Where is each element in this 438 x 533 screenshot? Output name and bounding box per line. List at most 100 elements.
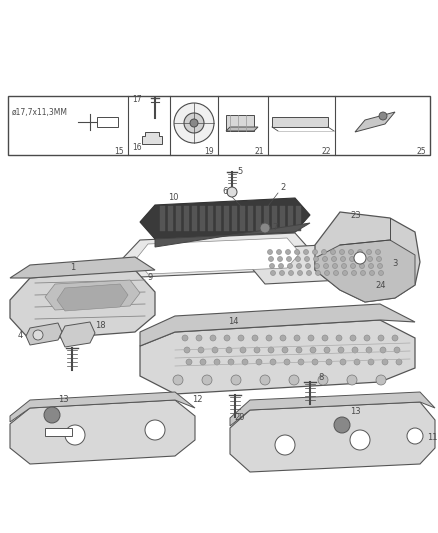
- Circle shape: [336, 335, 342, 341]
- Circle shape: [407, 428, 423, 444]
- Polygon shape: [168, 206, 173, 231]
- Circle shape: [350, 335, 356, 341]
- Text: 13: 13: [350, 408, 360, 416]
- Polygon shape: [264, 206, 269, 231]
- Text: 24: 24: [375, 280, 385, 289]
- Text: 6: 6: [222, 188, 227, 197]
- Text: 3: 3: [392, 260, 397, 269]
- Circle shape: [378, 263, 382, 269]
- Polygon shape: [142, 132, 162, 144]
- Polygon shape: [97, 117, 118, 127]
- Text: 19: 19: [205, 148, 214, 157]
- Polygon shape: [355, 112, 395, 132]
- Text: 22: 22: [321, 148, 331, 157]
- Circle shape: [297, 263, 301, 269]
- Circle shape: [360, 271, 365, 276]
- Text: 14: 14: [228, 318, 239, 327]
- Circle shape: [333, 271, 339, 276]
- Circle shape: [377, 256, 381, 262]
- Circle shape: [287, 263, 293, 269]
- Circle shape: [324, 263, 328, 269]
- Circle shape: [275, 435, 295, 455]
- Polygon shape: [136, 238, 300, 274]
- Polygon shape: [8, 96, 430, 155]
- Polygon shape: [240, 206, 245, 231]
- Circle shape: [350, 256, 354, 262]
- Polygon shape: [192, 206, 197, 231]
- Polygon shape: [10, 257, 155, 278]
- Polygon shape: [315, 240, 415, 302]
- Circle shape: [260, 223, 270, 233]
- Text: 23: 23: [350, 211, 360, 220]
- Text: 4: 4: [18, 330, 23, 340]
- Polygon shape: [230, 392, 435, 426]
- Circle shape: [370, 271, 374, 276]
- Circle shape: [366, 347, 372, 353]
- Text: 16: 16: [132, 143, 141, 152]
- Circle shape: [378, 271, 384, 276]
- Circle shape: [228, 359, 234, 365]
- Circle shape: [33, 330, 43, 340]
- Circle shape: [268, 249, 272, 254]
- Polygon shape: [60, 322, 95, 347]
- Circle shape: [65, 425, 85, 445]
- Circle shape: [286, 249, 290, 254]
- Polygon shape: [123, 233, 312, 277]
- Circle shape: [186, 359, 192, 365]
- Circle shape: [378, 335, 384, 341]
- Polygon shape: [224, 206, 229, 231]
- Text: 8: 8: [318, 374, 323, 383]
- Circle shape: [342, 263, 346, 269]
- Text: 9: 9: [148, 272, 153, 281]
- Circle shape: [260, 375, 270, 385]
- Polygon shape: [140, 304, 415, 346]
- Circle shape: [214, 359, 220, 365]
- Circle shape: [282, 347, 288, 353]
- Polygon shape: [160, 206, 165, 231]
- Circle shape: [289, 375, 299, 385]
- Circle shape: [318, 375, 328, 385]
- Circle shape: [358, 256, 364, 262]
- Circle shape: [279, 263, 283, 269]
- Polygon shape: [10, 400, 195, 464]
- Circle shape: [350, 430, 370, 450]
- Circle shape: [334, 417, 350, 433]
- Circle shape: [324, 347, 330, 353]
- Circle shape: [184, 113, 204, 133]
- Circle shape: [357, 249, 363, 254]
- Circle shape: [44, 407, 60, 423]
- Circle shape: [266, 335, 272, 341]
- Circle shape: [326, 359, 332, 365]
- Circle shape: [296, 256, 300, 262]
- Circle shape: [238, 335, 244, 341]
- Circle shape: [212, 347, 218, 353]
- Circle shape: [376, 375, 386, 385]
- Circle shape: [352, 347, 358, 353]
- Circle shape: [364, 335, 370, 341]
- Text: 10: 10: [168, 193, 179, 203]
- Text: 25: 25: [417, 148, 426, 157]
- Polygon shape: [140, 320, 415, 394]
- Circle shape: [392, 335, 398, 341]
- Polygon shape: [184, 206, 189, 231]
- Polygon shape: [140, 198, 310, 239]
- Circle shape: [196, 335, 202, 341]
- Circle shape: [210, 335, 216, 341]
- Circle shape: [314, 256, 318, 262]
- Circle shape: [379, 112, 387, 120]
- Circle shape: [256, 359, 262, 365]
- Circle shape: [312, 249, 318, 254]
- Text: 1: 1: [70, 263, 75, 272]
- Circle shape: [368, 359, 374, 365]
- Circle shape: [231, 375, 241, 385]
- Circle shape: [368, 263, 374, 269]
- Polygon shape: [272, 206, 277, 231]
- Circle shape: [343, 271, 347, 276]
- Circle shape: [198, 347, 204, 353]
- Circle shape: [286, 256, 292, 262]
- Polygon shape: [155, 223, 310, 247]
- Circle shape: [352, 271, 357, 276]
- Polygon shape: [272, 117, 328, 127]
- Circle shape: [289, 271, 293, 276]
- Circle shape: [202, 375, 212, 385]
